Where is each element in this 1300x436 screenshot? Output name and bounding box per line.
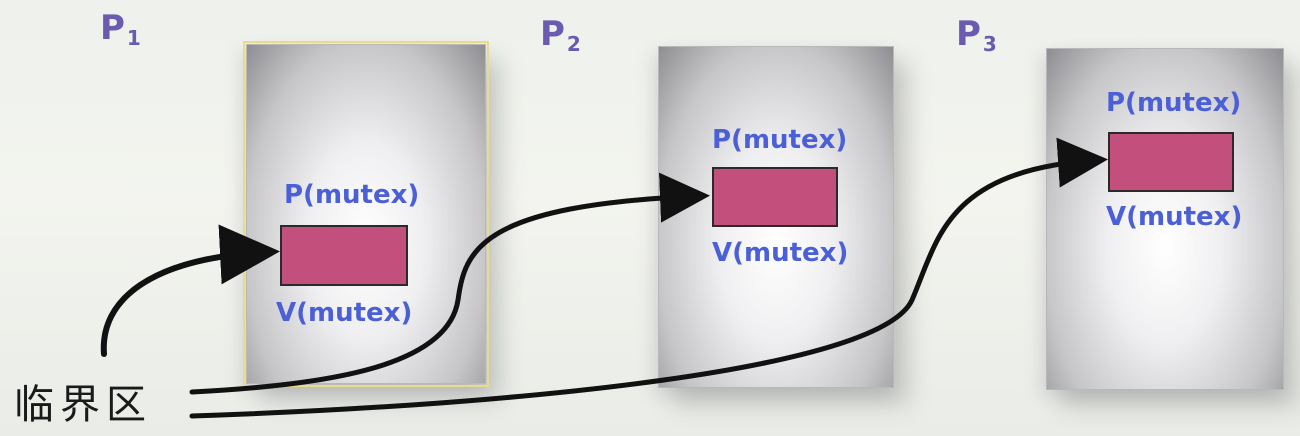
arrow-to-process-2: [189, 172, 710, 395]
process-1-v-operation: V(mutex): [276, 298, 413, 328]
process-3-critical-block: [1108, 132, 1234, 192]
arrow-to-process-1: [100, 224, 280, 357]
process-1-p-operation: P(mutex): [284, 180, 420, 210]
process-2-v-operation: V(mutex): [712, 238, 849, 268]
process-3-p-operation: P(mutex): [1106, 88, 1242, 118]
arrow-to-process-3: [189, 137, 1108, 419]
process-2-critical-block: [712, 167, 838, 227]
process-1-critical-block: [280, 225, 408, 286]
process-3-index: 3: [982, 32, 997, 56]
critical-section-label: 临界区: [14, 382, 152, 428]
process-3-name: P: [956, 14, 981, 54]
process-3-panel: [1046, 48, 1284, 390]
process-2-name: P: [540, 14, 565, 54]
process-2-p-operation: P(mutex): [712, 125, 848, 155]
process-1-name: P: [100, 8, 125, 48]
process-1-index: 1: [126, 26, 141, 50]
process-2-index: 2: [566, 32, 581, 56]
process-3-v-operation: V(mutex): [1106, 202, 1243, 232]
